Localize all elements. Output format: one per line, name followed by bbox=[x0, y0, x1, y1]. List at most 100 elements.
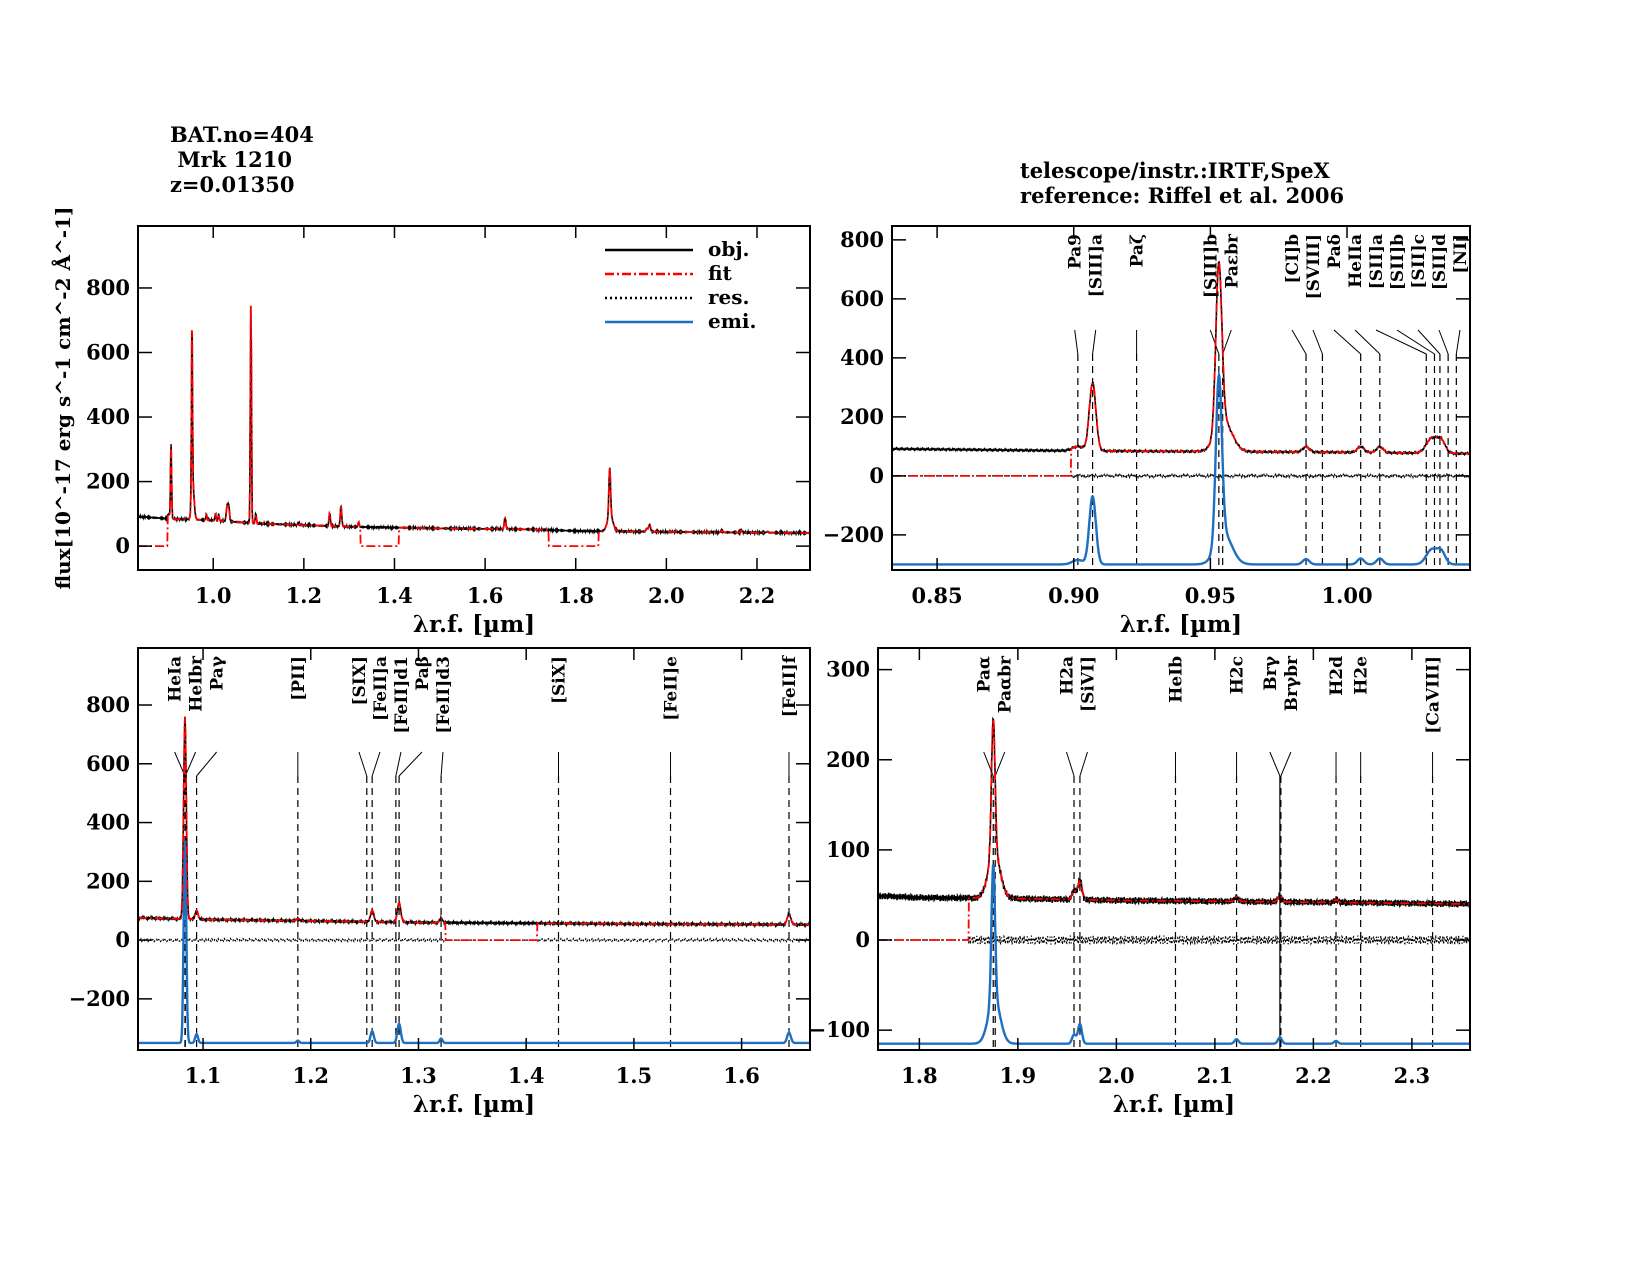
x-tick-label: 1.9 bbox=[1000, 1063, 1037, 1088]
axes-frame bbox=[137, 647, 811, 1051]
line-marker-leader bbox=[1312, 329, 1323, 355]
x-tick-label: 1.4 bbox=[508, 1063, 545, 1088]
line-marker-label: H2d bbox=[1327, 656, 1347, 696]
line-marker-label: [SiVI] bbox=[1078, 656, 1098, 712]
line-marker-label: [SII]d bbox=[1430, 234, 1450, 290]
y-tick-label: 200 bbox=[826, 747, 870, 772]
line-marker-label: Paαbr bbox=[996, 655, 1016, 713]
line-marker-leader bbox=[1455, 329, 1461, 355]
telescope-label: telescope/instr.:IRTF,SpeX bbox=[1020, 158, 1330, 183]
line-marker-label: [CaVIII] bbox=[1424, 656, 1444, 734]
line-marker-label: [SIII]b bbox=[1201, 234, 1221, 298]
x-tick-label: 2.3 bbox=[1394, 1063, 1431, 1088]
object-info: BAT.no=404 Mrk 1210 z=0.01350 bbox=[170, 122, 314, 197]
line-marker-leader bbox=[1079, 751, 1088, 777]
fit-spectrum bbox=[892, 258, 1470, 477]
y-tick-label: 200 bbox=[86, 868, 130, 893]
line-marker-label: H2a bbox=[1057, 656, 1077, 695]
x-tick-label: 1.6 bbox=[467, 583, 504, 608]
legend-label: emi. bbox=[708, 309, 756, 333]
y-axis-label: flux[10^-17 erg s^-1 cm^-2 Å^-1] bbox=[51, 207, 75, 590]
emission-components bbox=[138, 840, 810, 1045]
legend-label: res. bbox=[708, 285, 749, 309]
y-tick-label: 600 bbox=[86, 339, 130, 364]
reference-label: reference: Riffel et al. 2006 bbox=[1020, 183, 1345, 208]
object-name: Mrk 1210 bbox=[177, 147, 292, 172]
x-axis-label: λr.f. [µm] bbox=[1120, 611, 1242, 638]
x-tick-label: 1.4 bbox=[376, 583, 413, 608]
y-tick-label: 300 bbox=[826, 657, 870, 682]
line-marker-label: [FeII]d3 bbox=[434, 656, 454, 734]
residual-spectrum bbox=[878, 934, 1470, 946]
y-tick-label: 0 bbox=[869, 463, 884, 488]
line-marker-label: Brγ bbox=[1261, 655, 1281, 690]
line-marker-leader bbox=[196, 751, 218, 777]
line-marker-label: Brγbr bbox=[1282, 655, 1302, 711]
y-tick-label: 800 bbox=[86, 692, 130, 717]
x-axis-label: λr.f. [µm] bbox=[413, 611, 535, 638]
x-tick-label: 1.8 bbox=[557, 583, 594, 608]
x-tick-label: 2.2 bbox=[739, 583, 776, 608]
obj-spectrum bbox=[892, 260, 1470, 457]
panel-k-band: Paα Paαbr H2a [SiVI] HeIb H2c Brγ Brγbr H2d H2e [C… bbox=[809, 647, 1471, 1118]
x-tick-label: 0.95 bbox=[1185, 583, 1236, 608]
line-marker-leader bbox=[1222, 329, 1232, 355]
line-marker-leader bbox=[1280, 751, 1292, 777]
y-tick-label: 100 bbox=[826, 837, 870, 862]
obj-spectrum bbox=[878, 716, 1470, 909]
x-axis-label: λr.f. [µm] bbox=[1113, 1091, 1235, 1118]
line-marker-label: Paβ bbox=[413, 656, 433, 691]
x-tick-label: 1.0 bbox=[195, 583, 232, 608]
redshift: z=0.01350 bbox=[170, 172, 295, 197]
line-marker-leader bbox=[1209, 329, 1220, 355]
y-tick-label: −200 bbox=[823, 522, 884, 547]
y-tick-label: −200 bbox=[69, 986, 130, 1011]
axes-frame bbox=[891, 225, 1471, 571]
emission-components bbox=[892, 370, 1470, 566]
line-marker-leader bbox=[1269, 751, 1281, 777]
fit-spectrum bbox=[138, 716, 810, 941]
line-marker-leader bbox=[371, 751, 381, 777]
y-tick-label: 0 bbox=[115, 927, 130, 952]
emission-components bbox=[878, 864, 1470, 1045]
line-marker-leader bbox=[1333, 329, 1362, 355]
x-axis-label: λr.f. [µm] bbox=[413, 1091, 535, 1118]
y-tick-label: 800 bbox=[86, 275, 130, 300]
obj-spectrum bbox=[138, 306, 810, 537]
x-tick-label: 1.00 bbox=[1321, 583, 1372, 608]
line-marker-label: [SIX] bbox=[350, 656, 370, 706]
axes-frame bbox=[137, 225, 811, 571]
y-tick-label: 200 bbox=[86, 469, 130, 494]
x-tick-label: 1.2 bbox=[292, 1063, 329, 1088]
x-tick-label: 1.1 bbox=[185, 1063, 222, 1088]
line-marker-leader bbox=[1375, 329, 1427, 355]
line-marker-label: H2c bbox=[1228, 656, 1248, 694]
line-marker-label: [SII]c bbox=[1409, 234, 1429, 289]
x-tick-label: 1.3 bbox=[400, 1063, 437, 1088]
legend-label: obj. bbox=[708, 237, 750, 261]
line-marker-label: HeIa bbox=[166, 656, 186, 702]
x-tick-label: 1.2 bbox=[286, 583, 323, 608]
y-tick-label: 0 bbox=[855, 927, 870, 952]
plot-area bbox=[138, 716, 810, 1050]
line-marker-leader bbox=[1396, 329, 1435, 355]
y-tick-label: 600 bbox=[86, 751, 130, 776]
line-marker-leader bbox=[1092, 329, 1097, 355]
y-tick-label: 400 bbox=[840, 345, 884, 370]
line-marker-label: [FeII]f bbox=[780, 654, 800, 717]
y-tick-label: −100 bbox=[809, 1017, 870, 1042]
line-marker-label: [SVIII] bbox=[1304, 234, 1324, 299]
line-marker-leader bbox=[1291, 329, 1307, 355]
line-marker-label: [SII]b bbox=[1388, 234, 1408, 290]
line-marker-label: [CI]b bbox=[1283, 234, 1303, 284]
y-tick-label: 200 bbox=[840, 404, 884, 429]
plot-area bbox=[892, 258, 1470, 570]
line-marker-label: HeIIa bbox=[1346, 234, 1366, 288]
y-tick-label: 400 bbox=[86, 810, 130, 835]
x-tick-label: 2.0 bbox=[648, 583, 685, 608]
x-tick-label: 0.85 bbox=[912, 583, 963, 608]
fit-spectrum bbox=[138, 305, 810, 547]
x-tick-label: 2.0 bbox=[1098, 1063, 1135, 1088]
line-marker-label: [FeII]e bbox=[662, 656, 682, 721]
